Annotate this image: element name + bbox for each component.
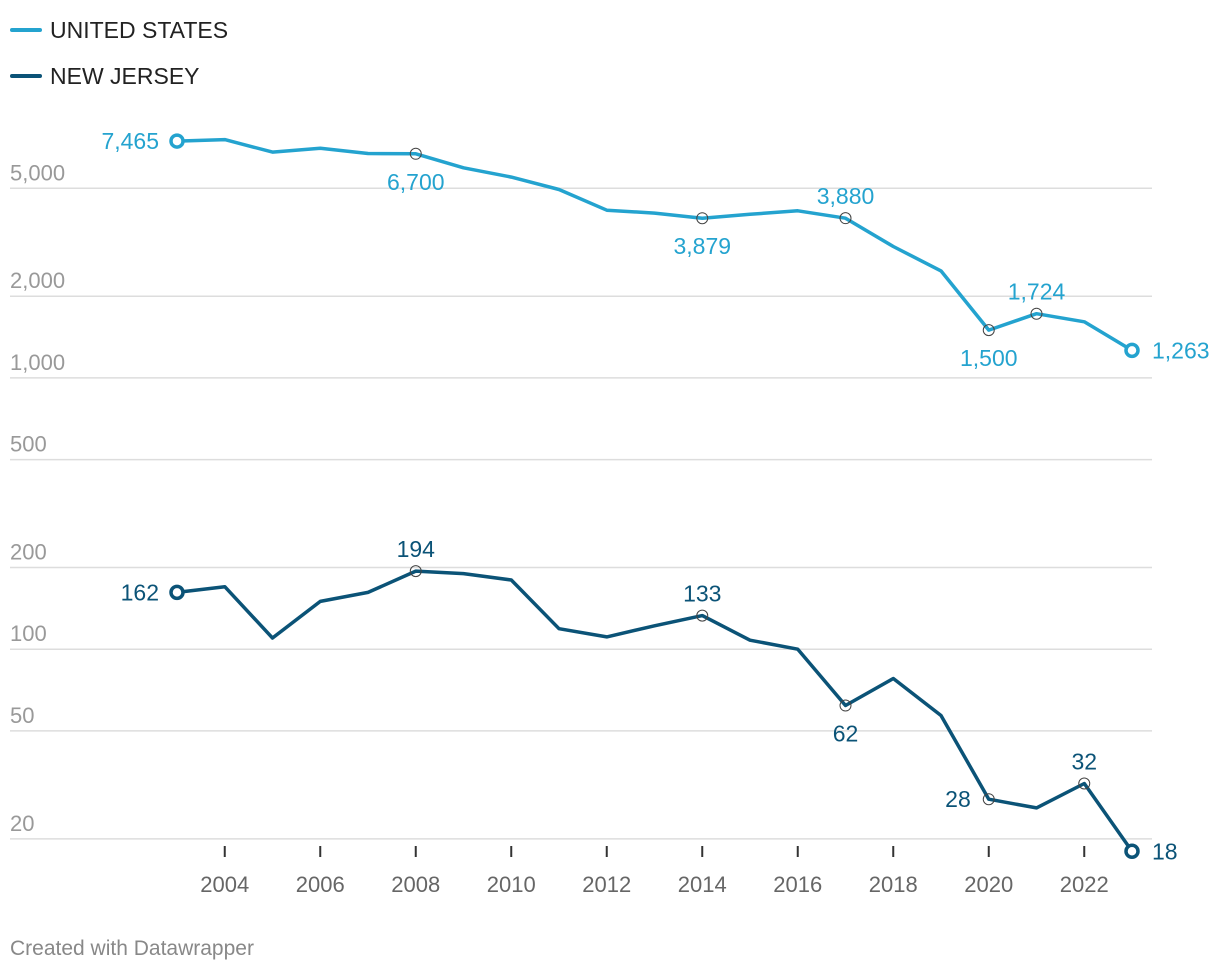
legend: UNITED STATES NEW JERSEY [10, 16, 228, 108]
legend-item-united-states: UNITED STATES [10, 16, 228, 44]
legend-swatch-united-states [10, 28, 42, 32]
data-label-new-jersey-2008: 194 [397, 536, 436, 562]
point-marker-new-jersey-2022 [1078, 777, 1091, 790]
x-tick-label-2008: 2008 [391, 872, 440, 897]
x-tick-label-2004: 2004 [200, 872, 249, 897]
data-label-new-jersey-2014: 133 [683, 581, 721, 607]
data-label-new-jersey-2003: 162 [121, 579, 159, 605]
y-tick-label-2000: 2,000 [10, 268, 65, 293]
x-tick-label-2006: 2006 [296, 872, 345, 897]
y-tick-label-500: 500 [10, 432, 47, 457]
point-marker-united-states-2020 [982, 324, 995, 337]
data-label-united-states-2023: 1,263 [1152, 337, 1210, 363]
point-marker-united-states-2017 [839, 212, 852, 225]
y-tick-label-50: 50 [10, 703, 34, 728]
point-marker-new-jersey-2020 [982, 793, 995, 806]
legend-label-united-states: UNITED STATES [50, 16, 229, 43]
data-labels: 7,465 6,700 3,879 3,880 1,500 1,724 1,263 162 19… [101, 128, 1209, 864]
endpoint-marker-united-states-2023 [1124, 342, 1140, 359]
point-marker-new-jersey-2017 [839, 699, 852, 712]
data-label-united-states-2003: 7,465 [101, 128, 159, 154]
legend-item-new-jersey: NEW JERSEY [10, 62, 228, 90]
footer-credit: Created with Datawrapper [10, 937, 254, 960]
endpoint-marker-united-states-2003 [169, 133, 185, 149]
y-tick-label-100: 100 [10, 621, 47, 646]
endpoint-marker-new-jersey-2003 [169, 584, 185, 601]
y-tick-label-5000: 5,000 [10, 160, 65, 185]
point-marker-united-states-2008 [409, 147, 422, 160]
point-marker-new-jersey-2014 [696, 609, 709, 622]
point-marker-united-states-2014 [696, 212, 709, 225]
data-label-united-states-2021: 1,724 [1008, 279, 1066, 305]
x-tick-label-2016: 2016 [773, 872, 822, 897]
data-label-new-jersey-2023: 18 [1152, 838, 1178, 864]
data-label-new-jersey-2022: 32 [1071, 748, 1097, 774]
y-tick-label-200: 200 [10, 540, 47, 565]
x-tick-label-2020: 2020 [964, 872, 1013, 897]
y-tick-label-20: 20 [10, 811, 34, 836]
grid-lines: 5,000 2,000 1,000 500 200 100 50 20 [10, 160, 1152, 840]
series-line-united-states [175, 137, 1134, 353]
x-tick-label-2010: 2010 [487, 872, 536, 897]
series-line-new-jersey [175, 569, 1134, 854]
series-markers [169, 133, 1140, 860]
x-tick-label-2022: 2022 [1060, 872, 1109, 897]
data-label-united-states-2017: 3,880 [817, 183, 875, 209]
x-tick-label-2018: 2018 [869, 872, 918, 897]
x-tick-label-2012: 2012 [582, 872, 631, 897]
x-axis: 2004 2006 2008 2010 2012 2014 2016 2018 2020 2022 [200, 846, 1109, 897]
endpoint-marker-new-jersey-2023 [1124, 843, 1140, 860]
data-label-new-jersey-2020: 28 [945, 786, 971, 812]
legend-swatch-new-jersey [10, 74, 42, 78]
x-tick-label-2014: 2014 [678, 872, 727, 897]
legend-label-new-jersey: NEW JERSEY [50, 62, 200, 89]
data-label-united-states-2008: 6,700 [387, 169, 445, 195]
y-tick-label-1000: 1,000 [10, 350, 65, 375]
data-label-new-jersey-2017: 62 [833, 721, 859, 747]
data-label-united-states-2014: 3,879 [673, 233, 731, 259]
point-marker-new-jersey-2008 [409, 565, 422, 578]
data-label-united-states-2020: 1,500 [960, 345, 1018, 371]
series-lines [175, 137, 1134, 854]
point-marker-united-states-2021 [1030, 307, 1043, 320]
